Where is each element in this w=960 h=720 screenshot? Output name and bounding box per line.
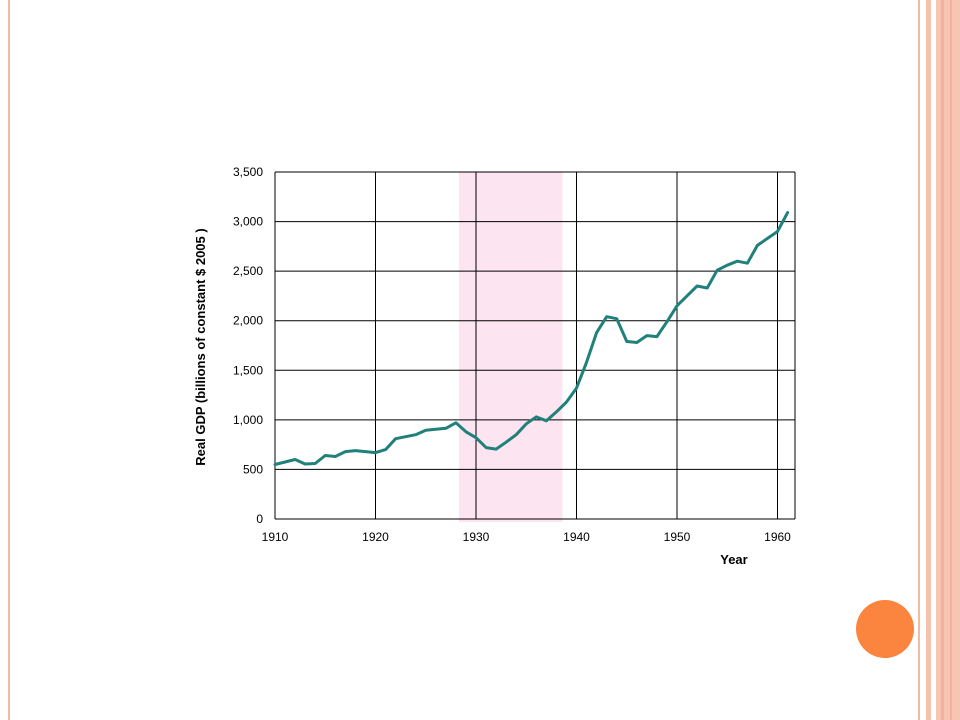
y-tick-label: 500: [243, 462, 263, 476]
y-tick-label: 3,000: [233, 215, 263, 229]
frame-right-border: [918, 0, 920, 720]
y-tick-label: 0: [256, 512, 263, 526]
x-axis-title: Year: [720, 552, 747, 567]
y-tick-label: 2,500: [233, 264, 263, 278]
x-tick-label: 1960: [764, 530, 791, 544]
y-tick-label: 1,500: [233, 363, 263, 377]
frame-right-stripe: [950, 0, 952, 720]
x-tick-label: 1920: [362, 530, 389, 544]
decorative-orange-circle: [856, 600, 914, 658]
frame-left-border: [8, 0, 10, 720]
x-tick-label: 1950: [664, 530, 691, 544]
y-tick-label: 3,500: [233, 165, 263, 179]
frame-right-border: [926, 0, 931, 720]
frame-right-band: [936, 0, 960, 720]
y-tick-label: 1,000: [233, 413, 263, 427]
y-axis-title: Real GDP (billions of constant $ 2005 ): [193, 228, 208, 465]
x-tick-label: 1930: [463, 530, 490, 544]
x-tick-label: 1910: [262, 530, 289, 544]
gdp-series-line: [273, 211, 790, 466]
x-tick-label: 1940: [563, 530, 590, 544]
y-tick-label: 2,000: [233, 314, 263, 328]
frame-right-stripe: [941, 0, 944, 720]
